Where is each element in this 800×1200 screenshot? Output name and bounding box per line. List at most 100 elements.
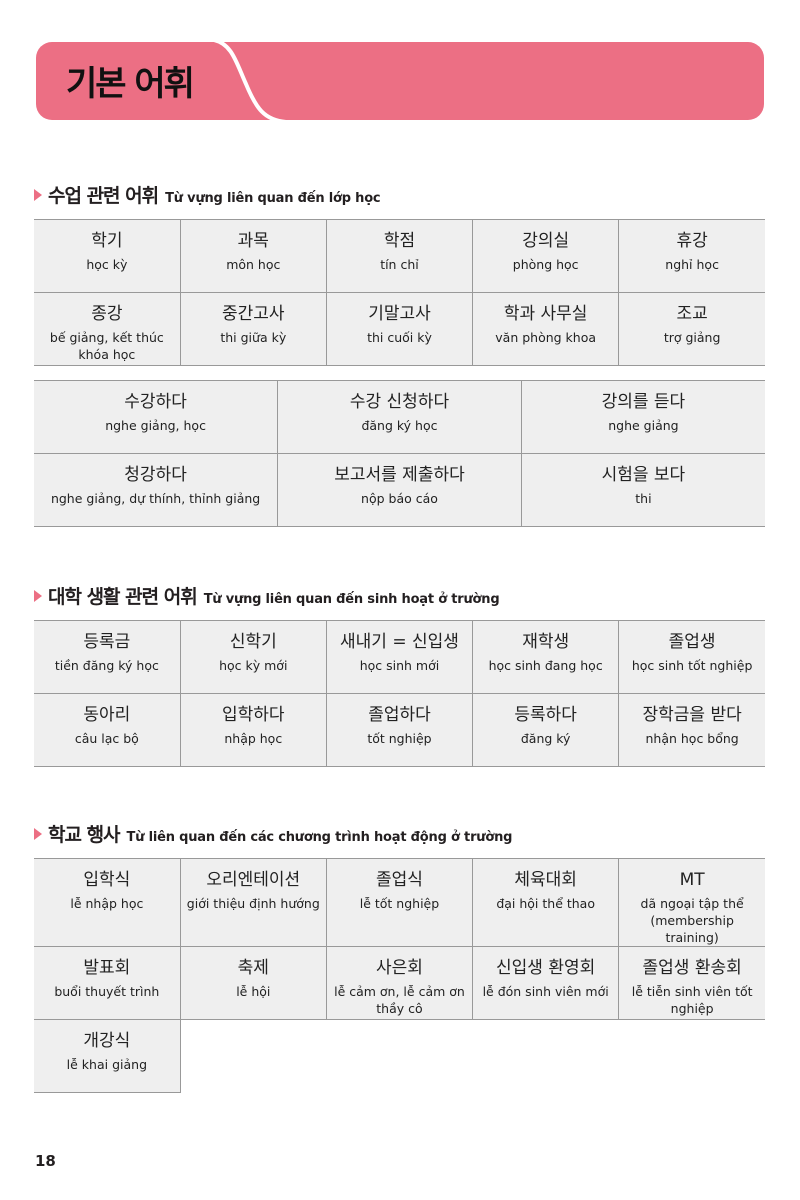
vocab-cell: 신학기 học kỳ mới [179,620,327,694]
vietnamese-meaning: đại hội thể thao [496,896,595,911]
table-row: 개강식 lễ khai giảng [34,1019,765,1093]
triangle-bullet-icon [34,827,42,840]
empty-cell [472,1019,619,1093]
korean-word: 축제 [237,958,269,978]
table-row: 발표회 buổi thuyết trình 축제 lễ hội 사은회 lễ cảm ơn… [34,946,765,1020]
korean-word: 학과 사무실 [503,304,588,324]
triangle-bullet-icon [34,589,42,602]
vocab-table-class: 학기 học kỳ 과목 môn học 학점 tín chỉ 강의실 phòng học 휴강… [34,219,765,366]
korean-word: 보고서를 제출하다 [334,465,465,485]
vocab-cell: 입학식 lễ nhập học [34,858,181,947]
vocab-cell: 동아리 câu lạc bộ [34,693,181,767]
vocab-cell: 중간고사 thi giữa kỳ [179,292,327,366]
vietnamese-meaning: tín chỉ [380,257,419,272]
vocab-cell: 기말고사 thi cuối kỳ [325,292,473,366]
table-row: 청강하다 nghe giảng, dự thính, thỉnh giảng 보고서… [34,453,765,527]
table-row: 등록금 tiền đăng ký học 신학기 học kỳ mới 새내기 = 신입… [34,620,765,694]
vietnamese-meaning: lễ khai giảng [66,1057,148,1072]
vietnamese-meaning: học sinh mới [359,658,440,673]
korean-word: 과목 [237,231,269,251]
vocab-cell: 졸업생 học sinh tốt nghiệp [618,620,765,694]
vocab-cell: 입학하다 nhập học [179,693,327,767]
vocab-cell: 수강 신청하다 đăng ký học [277,380,522,454]
section-title-ko: 학교 행사 [48,824,121,846]
section-title-ko: 대학 생활 관련 어휘 [48,586,198,608]
page-title: 기본 어휘 [66,64,195,104]
vietnamese-meaning: lễ hội [236,984,271,999]
title-banner: 기본 어휘 [36,42,764,120]
korean-word: 기말고사 [368,304,431,324]
section-title-vi: Từ vựng liên quan đến lớp học [165,191,381,206]
banner-shape [36,42,764,120]
vietnamese-meaning: môn học [226,257,281,272]
vocab-cell: 강의실 phòng học [472,219,619,293]
vietnamese-meaning: nghe giảng [608,418,679,433]
vocab-cell: 조교 trợ giảng [618,292,765,366]
vocab-cell: MT dã ngoại tập thể (membership training) [618,858,765,947]
vietnamese-meaning: học kỳ [86,257,128,272]
vietnamese-meaning: dã ngoại tập thể (membership training) [640,896,744,945]
vietnamese-meaning: giới thiệu định hướng [186,896,320,911]
vocab-cell: 강의를 듣다 nghe giảng [520,380,765,454]
korean-word: 신학기 [229,632,277,652]
section-title-ko: 수업 관련 어휘 [48,185,159,207]
section-heading-university-life: 대학 생활 관련 어휘 Từ vựng liên quan đến sinh h… [34,582,500,609]
table-row: 학기 học kỳ 과목 môn học 학점 tín chỉ 강의실 phòng học 휴강… [34,219,765,293]
korean-word: 강의를 듣다 [601,392,686,412]
page-number: 18 [35,1152,56,1170]
vietnamese-meaning: nghe giảng, học [105,418,206,433]
vocab-cell: 개강식 lễ khai giảng [34,1019,181,1093]
empty-cell [179,1019,327,1093]
vietnamese-meaning: lễ cảm ơn, lễ cảm ơn thầy cô [334,984,465,1016]
korean-word: 중간고사 [222,304,285,324]
vocab-cell: 사은회 lễ cảm ơn, lễ cảm ơn thầy cô [325,946,473,1020]
korean-word: 수강 신청하다 [349,392,450,412]
vocab-cell: 졸업식 lễ tốt nghiệp [325,858,473,947]
korean-word: 강의실 [522,231,570,251]
korean-word: 사은회 [376,958,423,978]
vietnamese-meaning: văn phòng khoa [495,330,597,345]
vietnamese-meaning: bế giảng, kết thúc khóa học [49,330,164,362]
section-heading-class: 수업 관련 어휘 Từ vựng liên quan đến lớp học [34,181,381,208]
vocab-cell: 종강 bế giảng, kết thúc khóa học [34,292,181,366]
korean-word: 졸업식 [376,870,423,890]
vocab-cell: 발표회 buổi thuyết trình [34,946,181,1020]
korean-word: 학기 [91,231,123,251]
vietnamese-meaning: lễ tốt nghiệp [359,896,440,911]
korean-word: 졸업생 환송회 [642,958,742,978]
korean-word: 수강하다 [124,392,187,412]
korean-word: 휴강 [676,231,708,251]
korean-word: 등록하다 [514,705,577,725]
korean-word: MT [679,870,705,890]
korean-word: 종강 [91,304,123,324]
vietnamese-meaning: tiền đăng ký học [54,658,159,673]
korean-word: 청강하다 [124,465,187,485]
vocab-cell: 학점 tín chỉ [325,219,473,293]
vocab-cell: 축제 lễ hội [179,946,327,1020]
vocab-cell: 오리엔테이션 giới thiệu định hướng [179,858,327,947]
korean-word: 오리엔테이션 [206,870,301,890]
vietnamese-meaning: học sinh tốt nghiệp [631,658,753,673]
korean-word: 졸업생 [668,632,716,652]
vocab-cell: 졸업하다 tốt nghiệp [325,693,473,767]
vietnamese-meaning: nghe giảng, dự thính, thỉnh giảng [50,491,261,506]
vocab-cell: 수강하다 nghe giảng, học [34,380,278,454]
vocab-table-university-life: 등록금 tiền đăng ký học 신학기 học kỳ mới 새내기 = 신입… [34,620,765,767]
table-row: 입학식 lễ nhập học 오리엔테이션 giới thiệu định hướn… [34,858,765,947]
empty-cell [326,1019,473,1093]
vietnamese-meaning: học sinh đang học [488,658,603,673]
vocab-cell: 학기 học kỳ [34,219,181,293]
vietnamese-meaning: đăng ký [520,731,571,746]
korean-word: 신입생 환영회 [496,958,596,978]
korean-word: 재학생 [522,632,570,652]
section-title-vi: Từ liên quan đến các chương trình hoạt đ… [126,830,513,845]
korean-word: 학점 [383,231,416,251]
korean-word: 입학식 [83,870,131,890]
vietnamese-meaning: lễ nhập học [70,896,144,911]
vietnamese-meaning: phòng học [512,257,579,272]
korean-word: 개강식 [83,1031,131,1051]
vietnamese-meaning: thi giữa kỳ [220,330,287,345]
triangle-bullet-icon [34,188,42,201]
vocab-cell: 새내기 = 신입생 học sinh mới [325,620,473,694]
vietnamese-meaning: đăng ký học [361,418,438,433]
